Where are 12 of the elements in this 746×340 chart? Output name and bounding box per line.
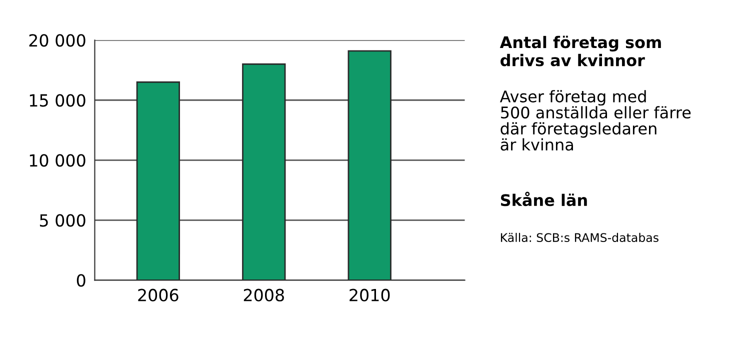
- x-tick-label: 2006: [138, 288, 178, 302]
- y-tick-label: 0: [76, 274, 86, 287]
- y-tick-label: 5 000: [40, 214, 86, 227]
- y-tick-label: 10 000: [30, 154, 86, 167]
- text: Skåne län: [500, 192, 587, 206]
- x-tick-label: 2010: [350, 288, 390, 302]
- text: Avser företag med 500 anställda eller färre där företagsledaren är kvinna: [500, 90, 691, 151]
- y-tick-label: 20 000: [29, 34, 86, 47]
- text: Antal företag som drivs av kvinnor: [500, 36, 661, 66]
- y-tick-label: 15 000: [30, 94, 86, 107]
- text: Källa: SCB:s RAMS-databas: [500, 232, 658, 242]
- x-tick-label: 2008: [244, 288, 284, 302]
